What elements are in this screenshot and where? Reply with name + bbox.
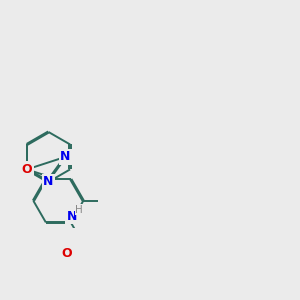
Text: N: N (43, 176, 54, 188)
Text: O: O (62, 247, 72, 260)
Text: H: H (75, 205, 83, 215)
Text: O: O (22, 163, 32, 176)
Text: N: N (60, 150, 70, 164)
Text: N: N (67, 210, 77, 223)
